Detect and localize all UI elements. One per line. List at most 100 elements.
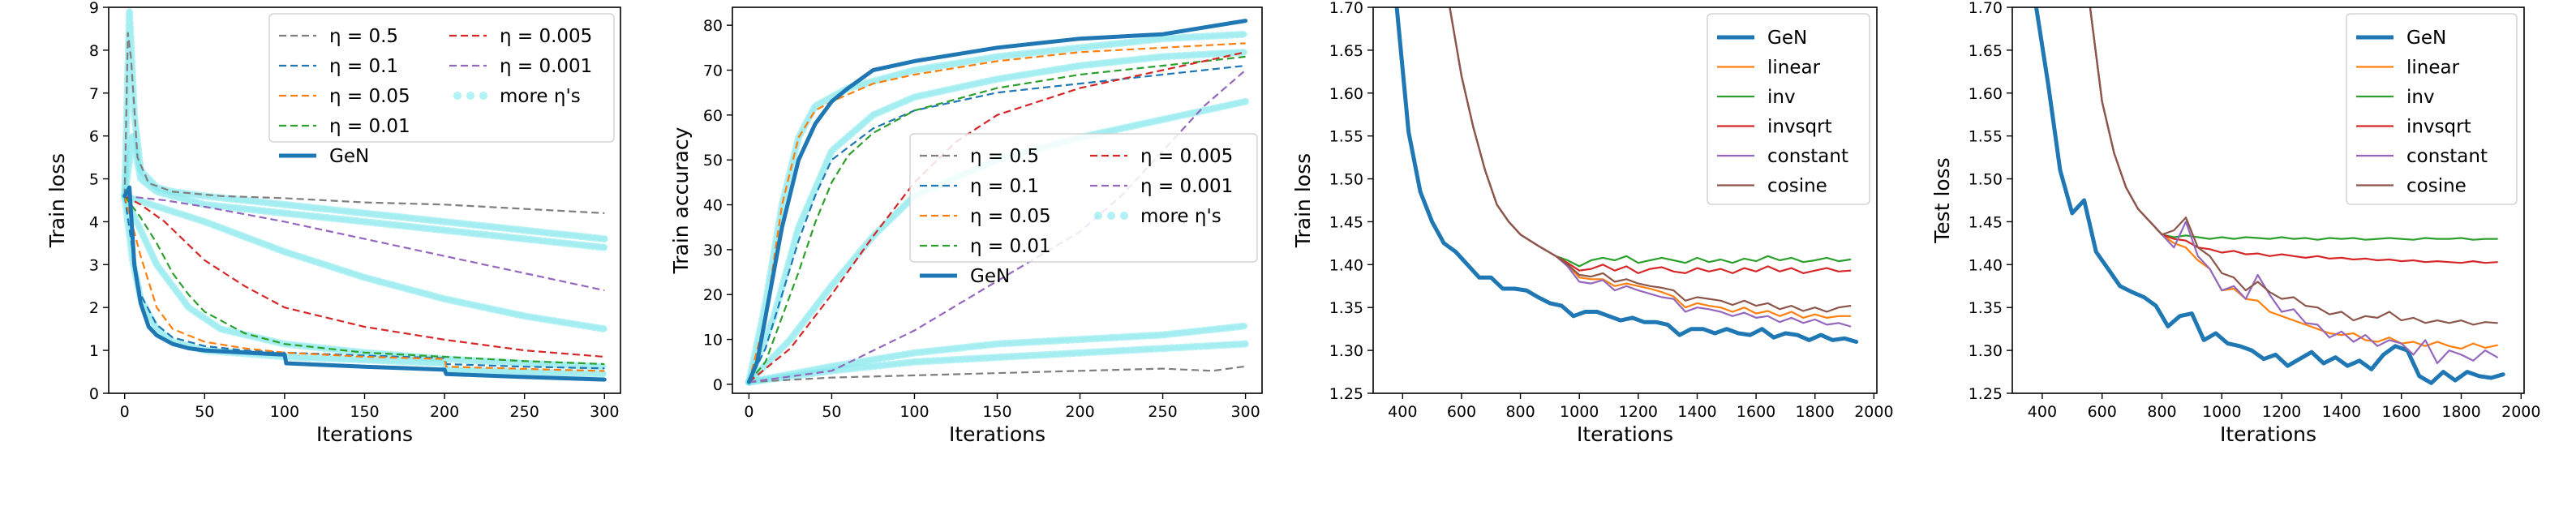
legend-box	[1707, 13, 1870, 205]
legend-label: η = 0.1	[970, 176, 1039, 197]
chart-panel-1: 0 50 100 150 200 250 300 0 1 2 3 4 5 6 7 8 9 Iterations Tr…	[45, 0, 621, 446]
legend-box	[2346, 13, 2518, 205]
x-tick-label: 0	[120, 403, 130, 421]
series-line-1	[749, 365, 1246, 384]
series-line-4	[123, 195, 605, 366]
legend-label: η = 0.01	[329, 116, 410, 137]
more-eta-curve	[121, 192, 608, 333]
legend-label: GeN	[1767, 28, 1807, 49]
more-eta-curve-core	[122, 133, 608, 251]
y-tick-label: 5	[89, 171, 99, 189]
y-tick-label: 0	[89, 385, 99, 403]
chart-panel-2: 0 50 100 150 200 250 300 0 10 20 30 40 50 60 70 80 Itera…	[669, 6, 1263, 446]
legend-box	[909, 133, 1258, 263]
y-tick-label: 1.25	[1329, 385, 1363, 403]
legend-marker	[453, 92, 462, 100]
more-eta-curve	[745, 322, 1250, 386]
x-tick-label: 300	[1230, 403, 1260, 421]
legend-label: η = 0.01	[970, 236, 1051, 257]
series-line-4	[748, 55, 1246, 383]
series-line-3	[123, 195, 605, 372]
x-tick-label: 50	[822, 403, 841, 421]
legend-marker	[1107, 212, 1115, 220]
x-tick-label: 0	[744, 403, 753, 421]
legend-marker	[479, 92, 487, 100]
x-tick-label: 800	[2147, 403, 2176, 421]
y-tick-label: 1.60	[1329, 85, 1363, 103]
legend-panel-4: GeN linear inv invsqrt constant cosine	[2346, 13, 2518, 205]
legend-label: inv	[2406, 87, 2435, 108]
series-line-6	[2089, 7, 2498, 326]
legend-label: inv	[1767, 87, 1796, 108]
legend-label: more η's	[500, 86, 581, 107]
more-eta-curve	[121, 192, 608, 371]
chart-panel-4: 400 600 800 1000 1200 1400 1600 1800 2000 1.25 1.3…	[1930, 0, 2540, 446]
y-tick-label: 40	[703, 197, 723, 215]
more-eta-curve-core	[746, 341, 1248, 385]
series-line-5	[124, 195, 605, 358]
legend-marker	[466, 92, 474, 100]
chart-panel-3: 400 600 800 1000 1200 1400 1600 1800 2000 1.25 1.3…	[1291, 0, 1894, 446]
y-tick-label: 9	[89, 0, 99, 17]
y-axis-label: Train loss	[45, 153, 69, 248]
y-tick-label: 7	[89, 85, 99, 103]
x-axis-label: Iterations	[1577, 422, 1673, 446]
legend-label: constant	[2406, 146, 2488, 167]
legend-label: η = 0.1	[329, 56, 398, 77]
y-tick-label: 1	[89, 342, 99, 360]
y-tick-label: 10	[703, 332, 723, 349]
legend-label: linear	[1767, 58, 1821, 79]
y-tick-label: 80	[703, 17, 723, 35]
y-axis-label: Test loss	[1930, 157, 1954, 243]
legend-label: η = 0.5	[970, 146, 1039, 167]
more-eta-curve	[745, 48, 1250, 386]
y-tick-label: 1.35	[1329, 299, 1363, 317]
plot-area	[121, 7, 608, 382]
y-tick-label: 6	[89, 128, 99, 146]
x-axis-label: Iterations	[2220, 422, 2316, 446]
x-tick-label: 50	[195, 403, 214, 421]
y-tick-label: 3	[89, 256, 99, 274]
y-axis-label: Train accuracy	[669, 126, 693, 274]
y-tick-label: 1.70	[1329, 0, 1363, 17]
more-eta-curve-core	[746, 324, 1248, 385]
legend-marker	[1094, 212, 1102, 220]
legend-label: η = 0.05	[329, 86, 410, 107]
series-line-1	[2034, 7, 2505, 385]
x-tick-label: 600	[2088, 403, 2117, 421]
y-tick-label: 0	[713, 376, 723, 394]
legend-label: η = 0.5	[329, 26, 398, 47]
legend-label: more η's	[1140, 206, 1221, 227]
y-tick-label: 1.45	[1329, 213, 1363, 231]
x-tick-label: 2000	[2501, 403, 2540, 421]
y-tick-label: 1.65	[1329, 42, 1363, 60]
x-tick-label: 250	[510, 403, 539, 421]
y-tick-label: 1.30	[1329, 342, 1363, 360]
series-line-6	[1449, 7, 1852, 313]
axes-frame	[2011, 6, 2525, 394]
plot-area	[2034, 7, 2505, 385]
legend-label: linear	[2406, 58, 2460, 79]
x-tick-label: 1800	[2441, 403, 2480, 421]
x-tick-label: 1600	[1737, 403, 1775, 421]
series-line-2	[748, 64, 1246, 383]
y-tick-label: 1.60	[1968, 85, 2003, 103]
x-tick-label: 2000	[1854, 403, 1893, 421]
y-tick-label: 1.40	[1968, 256, 2003, 274]
x-tick-label: 1200	[2262, 403, 2301, 421]
y-tick-label: 1.50	[1329, 171, 1363, 189]
x-tick-label: 1600	[2382, 403, 2421, 421]
x-tick-label: 600	[1447, 403, 1476, 421]
y-tick-label: 2	[89, 299, 99, 317]
series-line-7	[122, 185, 607, 382]
y-tick-label: 50	[703, 152, 723, 169]
y-tick-label: 8	[89, 42, 99, 60]
legend-label: GeN	[329, 146, 369, 167]
y-tick-label: 1.55	[1968, 128, 2003, 146]
x-tick-label: 250	[1148, 403, 1177, 421]
more-eta-curve-core	[122, 193, 608, 370]
x-tick-label: 400	[2028, 403, 2057, 421]
legend-label: GeN	[970, 266, 1010, 287]
